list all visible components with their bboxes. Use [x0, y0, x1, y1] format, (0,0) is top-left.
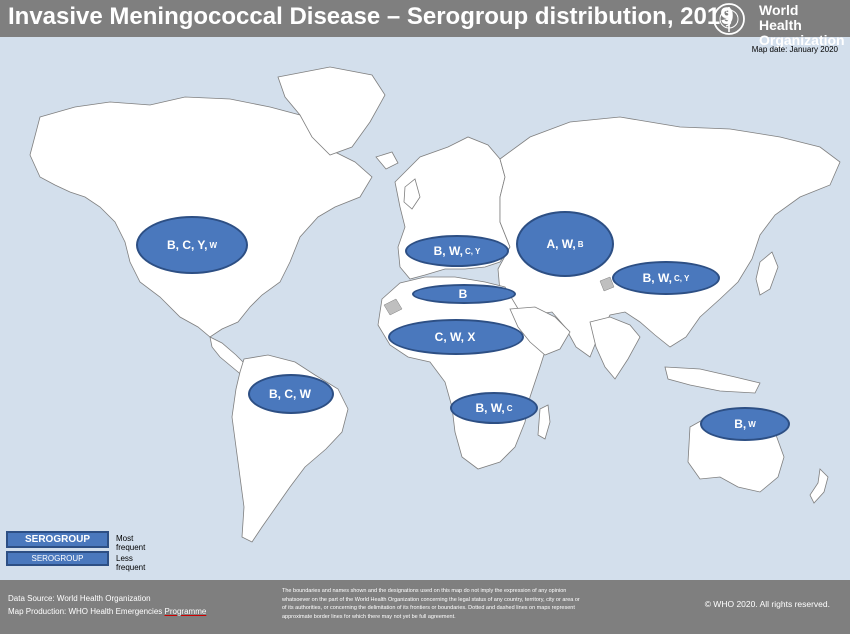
footer-credits: Data Source: World Health Organization M…	[8, 592, 206, 618]
serogroup-bubble-australia: B, W	[700, 407, 790, 441]
india-landmass	[589, 316, 641, 380]
japan-landmass	[755, 251, 779, 296]
madagascar-landmass	[537, 404, 551, 440]
iceland-landmass	[375, 151, 399, 170]
disclaimer-text: The boundaries and names shown and the d…	[282, 588, 580, 620]
western-sahara-region	[383, 298, 403, 316]
copyright-text: © WHO 2020. All rights reserved.	[704, 599, 830, 609]
new-zealand-landmass	[809, 468, 829, 504]
serogroup-bubble-north-africa: B	[412, 284, 516, 304]
greenland-landmass	[277, 66, 386, 156]
who-logo-text: World Health Organization	[759, 2, 845, 48]
map-date: Map date: January 2020	[751, 45, 838, 54]
legend-less-frequent-label: Less frequent	[116, 554, 146, 572]
serogroup-bubble-russia: A, W, B	[516, 211, 614, 277]
serogroup-bubble-southern-africa: B, W, C	[450, 392, 538, 424]
serogroup-bubble-west-africa: C, W, X	[388, 319, 524, 355]
legend-most-frequent-label: Most frequent	[116, 534, 146, 552]
page-title: Invasive Meningococcal Disease – Serogro…	[8, 3, 734, 30]
header-bar: Invasive Meningococcal Disease – Serogro…	[0, 0, 850, 48]
who-logo: World Health Organization	[712, 2, 845, 48]
serogroup-bubble-south-america: B, C, W	[248, 374, 334, 414]
serogroup-bubble-europe: B, W, C, Y	[405, 235, 509, 267]
serogroup-bubble-north-america: B, C, Y, W	[136, 216, 248, 274]
footer-bar: Data Source: World Health Organization M…	[0, 580, 850, 634]
data-source-text: Data Source: World Health Organization	[8, 594, 151, 603]
kashmir-region	[599, 276, 615, 292]
legend-less-frequent-swatch: SEROGROUP	[6, 551, 109, 566]
legend-most-frequent-swatch: SEROGROUP	[6, 531, 109, 548]
who-emblem-icon	[713, 3, 745, 35]
uk-landmass	[403, 178, 421, 210]
southeast-asia-islands	[664, 366, 761, 394]
world-map-svg	[29, 66, 841, 543]
map-production-text: Map Production: WHO Health Emergencies P…	[8, 607, 207, 616]
serogroup-bubble-east-asia: B, W, C, Y	[612, 261, 720, 295]
world-map: B, C, Y, W B, W, C, Y A, W, B B, W, C, Y B C…	[0, 37, 850, 580]
